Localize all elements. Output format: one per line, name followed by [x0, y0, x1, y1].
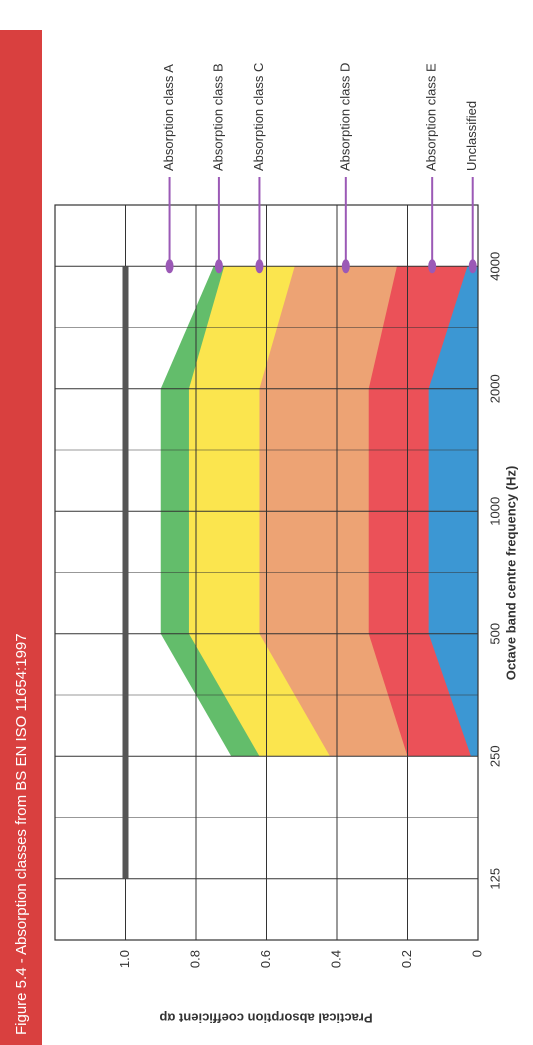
x-tick-label: 250	[487, 745, 502, 767]
chart-title: Figure 5.4 - Absorption classes from BS …	[13, 633, 30, 1035]
y-tick-label: 0.6	[258, 950, 273, 968]
x-tick-label: 125	[487, 868, 502, 890]
y-tick-label: 0.8	[187, 950, 202, 968]
x-axis-label: Octave band centre frequency (Hz)	[503, 466, 518, 681]
y-axis-label: Practical absorption coefficient αp	[159, 1011, 372, 1026]
y-tick-label: 0.4	[328, 950, 343, 968]
x-tick-label: 4000	[487, 252, 502, 281]
legend-label: Absorption class D	[337, 63, 352, 171]
legend-marker	[214, 259, 223, 274]
y-tick-label: 1.0	[117, 950, 132, 968]
legend-marker	[255, 259, 264, 274]
legend-marker	[341, 259, 350, 274]
x-tick-label: 2000	[487, 374, 502, 403]
legend-label: Absorption class E	[424, 63, 439, 171]
legend-marker	[468, 259, 477, 274]
legend-label: Absorption class C	[251, 63, 266, 171]
x-tick-label: 500	[487, 623, 502, 645]
legend-label: Absorption class A	[161, 64, 176, 171]
legend-marker	[428, 259, 437, 274]
x-tick-label: 1000	[487, 497, 502, 526]
plot-frame	[54, 204, 479, 941]
legend-label: Absorption class B	[210, 63, 225, 171]
y-tick-label: 0.2	[399, 950, 414, 968]
y-tick-label: 0	[469, 950, 484, 957]
legend-label: Unclassified	[464, 101, 479, 171]
legend-marker	[165, 259, 174, 274]
rotated-chart: Figure 5.4 - Absorption classes from BS …	[0, 30, 518, 1045]
title-banner	[0, 30, 42, 1045]
